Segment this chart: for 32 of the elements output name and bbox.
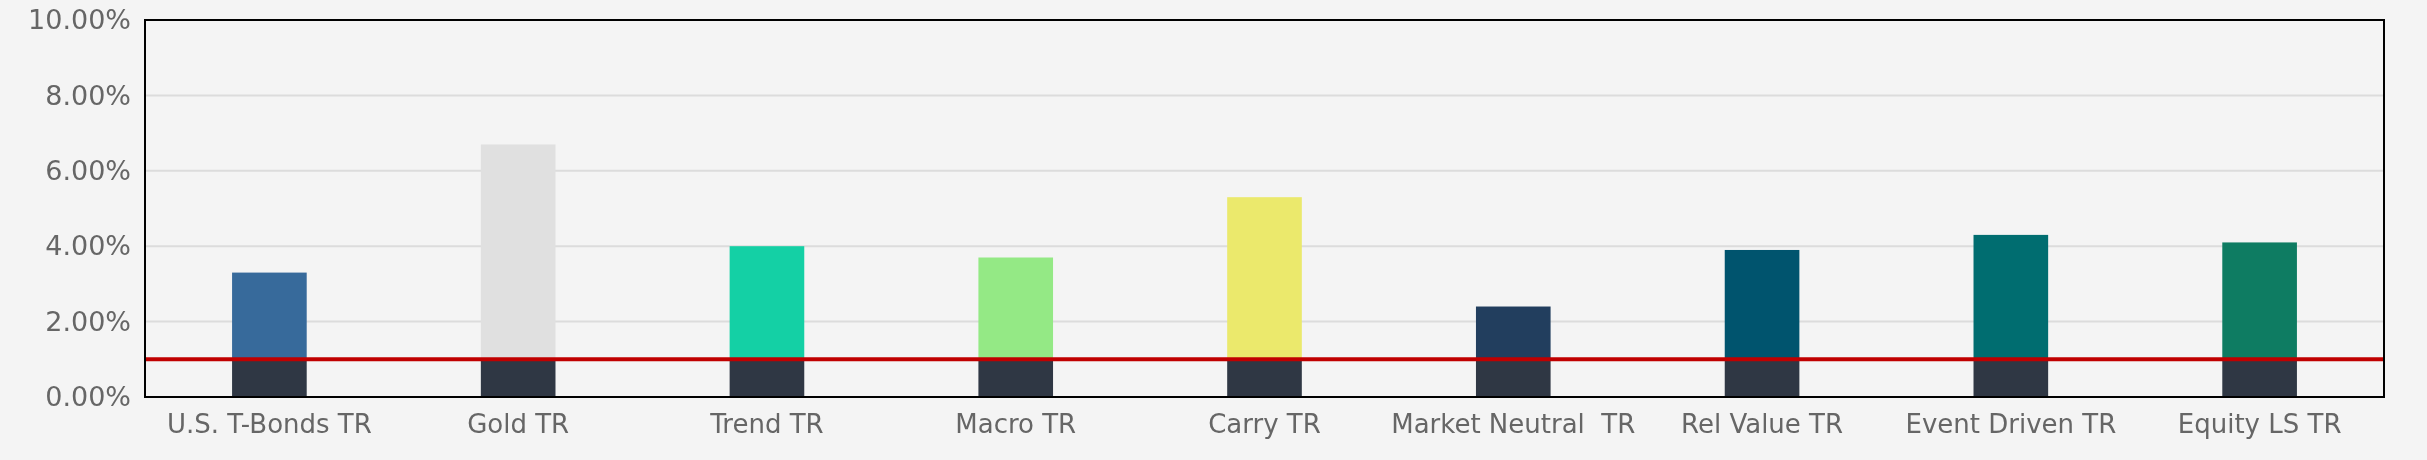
bar	[1724, 359, 1800, 397]
bar	[1973, 234, 2049, 360]
bar	[1227, 197, 1302, 360]
bar	[2222, 242, 2297, 360]
y-tick-label: 4.00%	[45, 230, 131, 262]
bar	[480, 359, 556, 397]
bar	[729, 359, 805, 397]
x-tick-label: Carry TR	[1208, 409, 1321, 440]
bar	[1475, 359, 1551, 397]
x-tick-label: U.S. T-Bonds TR	[167, 409, 372, 440]
x-tick-label: Equity LS TR	[2177, 409, 2342, 440]
x-tick-label: Trend TR	[709, 409, 824, 440]
bar	[729, 246, 805, 360]
y-tick-label: 0.00%	[45, 381, 131, 413]
bar	[2222, 359, 2297, 397]
bar	[978, 359, 1054, 397]
x-tick-label: Gold TR	[467, 409, 570, 440]
bar	[1724, 249, 1800, 360]
bar	[1475, 306, 1551, 360]
bar	[1227, 359, 1302, 397]
bar	[978, 257, 1054, 360]
x-tick-label: Rel Value TR	[1681, 409, 1844, 440]
bar	[232, 272, 307, 360]
x-tick-label: Event Driven TR	[1905, 409, 2117, 440]
x-tick-label: Macro TR	[955, 409, 1077, 440]
y-tick-label: 10.00%	[28, 4, 131, 36]
y-tick-label: 2.00%	[45, 305, 131, 337]
bar	[232, 359, 307, 397]
x-tick-label: Market Neutral TR	[1391, 409, 1636, 440]
bar	[1973, 359, 2049, 397]
y-tick-label: 6.00%	[45, 154, 131, 186]
y-tick-label: 8.00%	[45, 79, 131, 111]
